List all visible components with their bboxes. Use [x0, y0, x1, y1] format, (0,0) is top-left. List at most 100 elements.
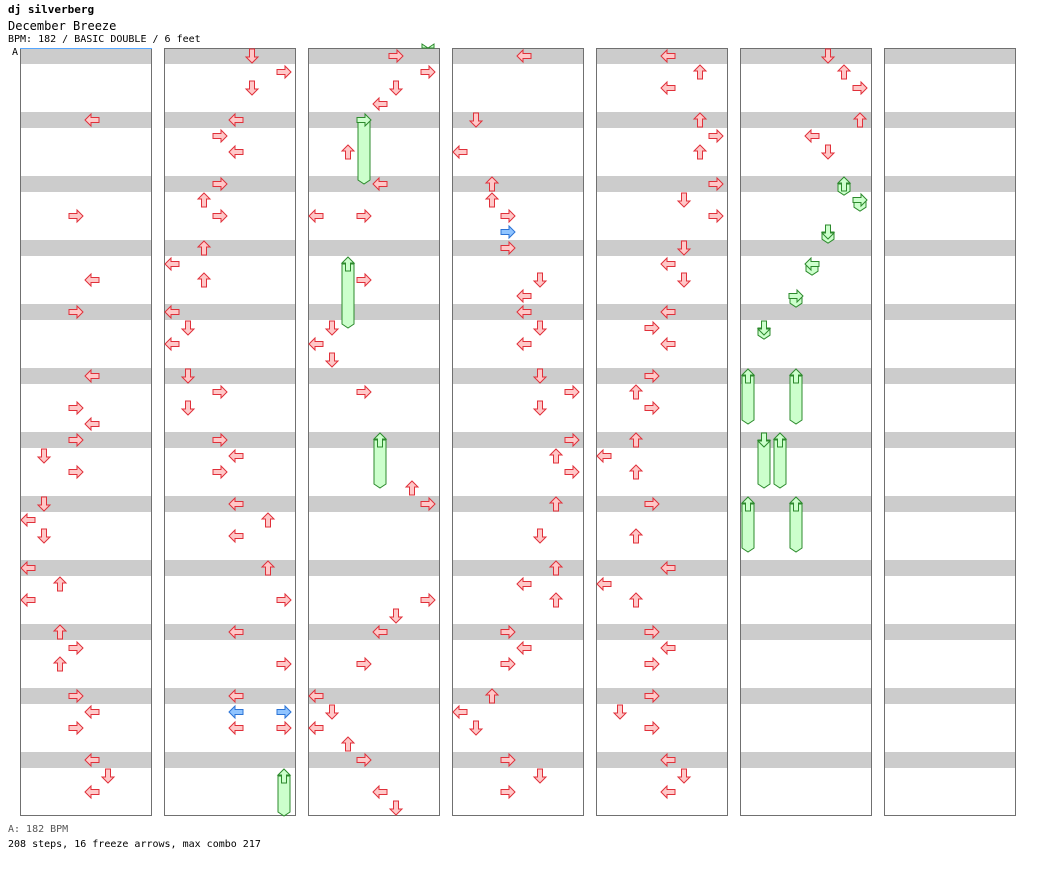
freeze-arrow [357, 119, 371, 185]
step-arrow [84, 112, 100, 128]
step-arrow [484, 192, 500, 208]
beat-stripe [884, 304, 1016, 320]
beat-stripe [596, 240, 728, 256]
song-artist: dj silverberg [8, 3, 95, 16]
step-arrow [644, 320, 660, 336]
step-arrow [676, 272, 692, 288]
beat-stripe [884, 240, 1016, 256]
freeze-arrow [741, 503, 755, 553]
song-title: December Breeze [8, 19, 117, 33]
beat-stripe [884, 496, 1016, 512]
step-arrow [564, 464, 580, 480]
column-frame [884, 48, 1016, 816]
step-arrow [596, 448, 612, 464]
step-arrow [84, 416, 100, 432]
step-arrow [532, 272, 548, 288]
step-arrow [340, 736, 356, 752]
step-arrow [276, 704, 292, 720]
step-arrow [340, 144, 356, 160]
step-arrow [212, 208, 228, 224]
step-arrow [516, 288, 532, 304]
step-arrow [644, 688, 660, 704]
beat-stripe [452, 624, 584, 640]
step-arrow [164, 304, 180, 320]
chart-meta: BPM: 182 / BASIC DOUBLE / 6 feet [8, 34, 201, 45]
step-arrow [388, 608, 404, 624]
step-arrow [500, 624, 516, 640]
beat-stripe [164, 304, 296, 320]
step-arrow [468, 720, 484, 736]
step-arrow [324, 352, 340, 368]
step-arrow [500, 224, 516, 240]
step-arrow [628, 592, 644, 608]
step-arrow [68, 432, 84, 448]
step-arrow [564, 432, 580, 448]
step-arrow [484, 176, 500, 192]
beat-stripe [740, 688, 872, 704]
step-arrow [372, 624, 388, 640]
beat-stripe [20, 304, 152, 320]
freeze-arrow [373, 439, 387, 489]
step-arrow [532, 400, 548, 416]
step-arrow [420, 592, 436, 608]
step-arrow [228, 528, 244, 544]
beat-stripe [308, 240, 440, 256]
step-arrow [804, 128, 820, 144]
step-arrow [36, 448, 52, 464]
step-arrow [532, 528, 548, 544]
beat-stripe [308, 688, 440, 704]
step-arrow [692, 64, 708, 80]
step-arrow [788, 288, 804, 304]
step-arrow [36, 496, 52, 512]
step-arrow [276, 592, 292, 608]
step-arrow [212, 432, 228, 448]
step-arrow [212, 176, 228, 192]
step-arrow [628, 384, 644, 400]
step-arrow [788, 368, 804, 384]
step-arrow [756, 432, 772, 448]
step-arrow [644, 720, 660, 736]
beat-stripe [884, 432, 1016, 448]
step-arrow [372, 176, 388, 192]
step-arrow [276, 720, 292, 736]
step-arrow [372, 96, 388, 112]
step-arrow [180, 320, 196, 336]
step-arrow [628, 464, 644, 480]
step-arrow [692, 112, 708, 128]
beat-stripe [596, 688, 728, 704]
step-arrow [372, 784, 388, 800]
step-arrow [676, 240, 692, 256]
step-arrow [68, 464, 84, 480]
step-arrow [500, 752, 516, 768]
step-arrow [820, 48, 836, 64]
step-arrow [308, 688, 324, 704]
beat-stripe [308, 496, 440, 512]
beat-stripe [164, 432, 296, 448]
beat-stripe [452, 368, 584, 384]
step-arrow [820, 224, 836, 240]
step-arrow [180, 368, 196, 384]
step-arrow [212, 128, 228, 144]
beat-stripe [308, 48, 440, 64]
step-arrow [68, 720, 84, 736]
step-arrow [564, 384, 580, 400]
freeze-arrow [789, 503, 803, 553]
beat-stripe [596, 624, 728, 640]
step-arrow [596, 576, 612, 592]
step-arrow [212, 464, 228, 480]
beat-stripe [308, 752, 440, 768]
beat-stripe [740, 48, 872, 64]
step-arrow [100, 768, 116, 784]
freeze-arrow [341, 263, 355, 329]
beat-stripe [452, 752, 584, 768]
step-arrow [388, 48, 404, 64]
step-arrow [36, 528, 52, 544]
beat-stripe [740, 112, 872, 128]
step-arrow [164, 256, 180, 272]
step-arrow [356, 272, 372, 288]
step-arrow [836, 64, 852, 80]
beat-stripe [308, 560, 440, 576]
step-arrow [660, 640, 676, 656]
beat-stripe [884, 752, 1016, 768]
step-arrow [756, 320, 772, 336]
